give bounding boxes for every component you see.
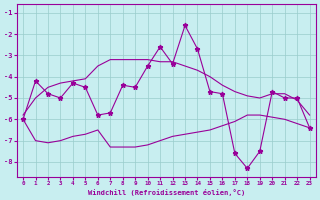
X-axis label: Windchill (Refroidissement éolien,°C): Windchill (Refroidissement éolien,°C) [88, 189, 245, 196]
